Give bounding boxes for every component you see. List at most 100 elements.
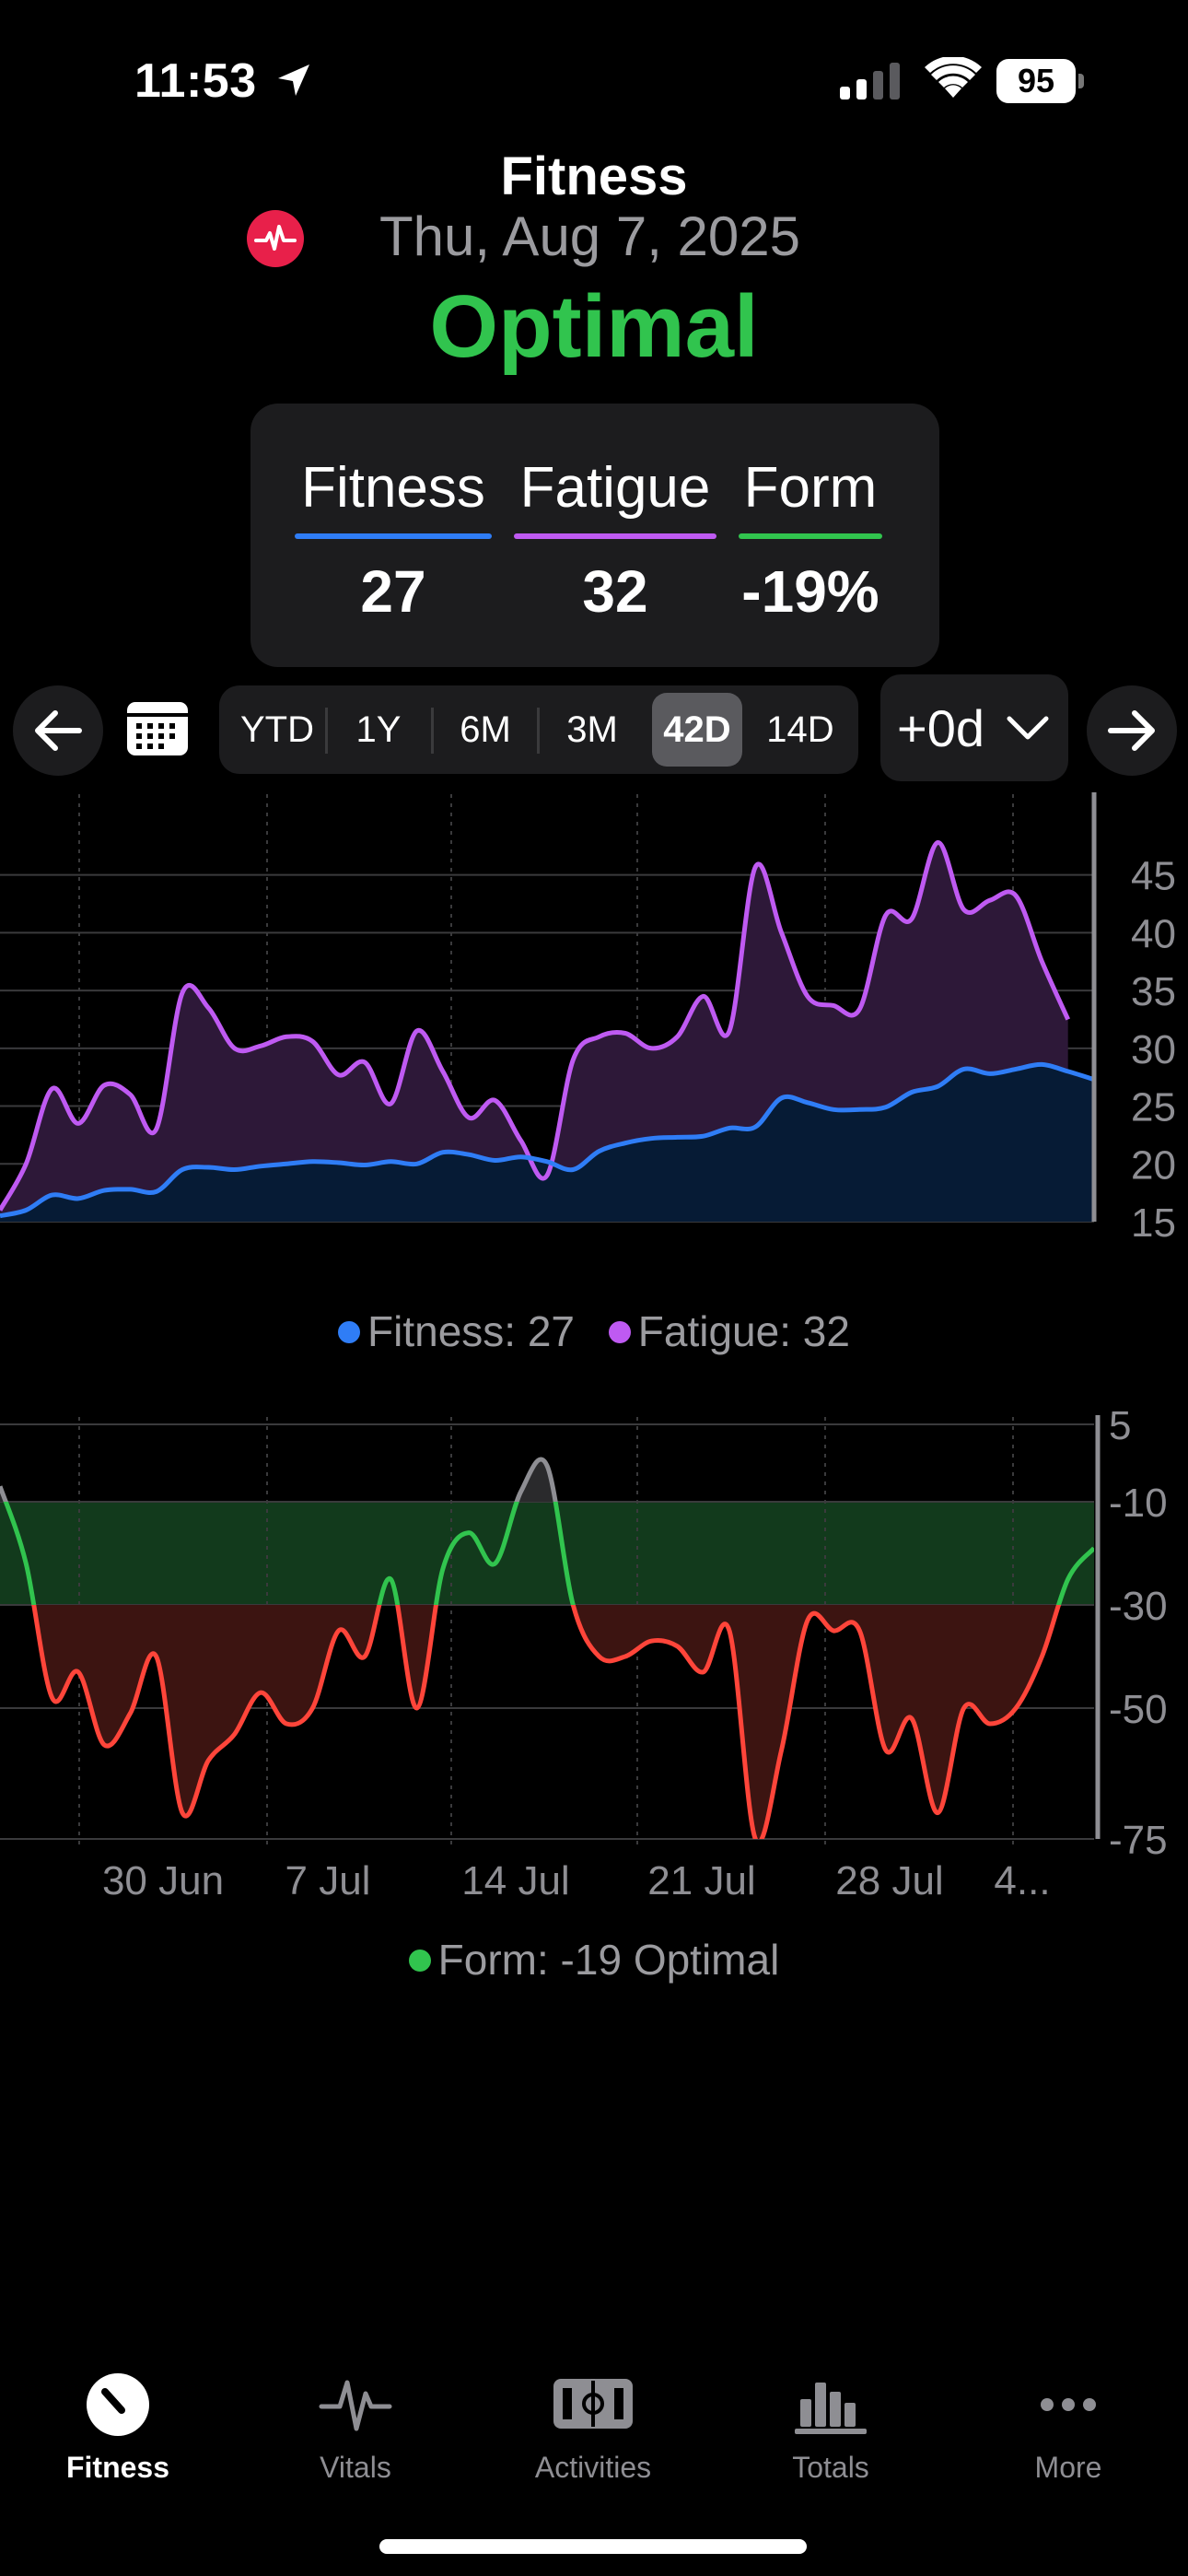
y-tick-label: 40	[1131, 911, 1176, 956]
x-tick-label: 21 Jul	[647, 1243, 755, 1244]
range-segmented-control: YTD 1Y 6M 3M 42D 14D	[219, 685, 858, 774]
x-tick-label: 14 Jul	[461, 1243, 569, 1244]
range-42d[interactable]: 42D	[652, 693, 742, 767]
home-indicator	[379, 2539, 807, 2554]
metric-value: 27	[360, 558, 426, 625]
y-tick-label: 45	[1131, 854, 1176, 899]
legend-dot	[608, 1320, 631, 1343]
form-legend: Form: -19 Optimal	[0, 1935, 1188, 1985]
battery-level: 95	[996, 59, 1076, 103]
waveform-icon	[319, 2380, 392, 2431]
heart-pulse-icon[interactable]	[247, 210, 304, 267]
previous-button[interactable]	[13, 685, 103, 776]
tab-label: More	[1034, 2451, 1102, 2484]
metric-label: Form	[743, 456, 878, 520]
tab-label: Vitals	[320, 2451, 391, 2484]
battery-indicator: 95	[996, 59, 1085, 103]
legend-form: Form: -19 Optimal	[408, 1936, 780, 1984]
y-tick-label: 25	[1131, 1085, 1176, 1130]
wifi-icon	[925, 57, 982, 98]
x-tick-label: 28 Jul	[835, 1243, 943, 1244]
metric-form: Form -19%	[739, 455, 882, 626]
segment-divider	[537, 708, 540, 754]
y-tick-label: 15	[1131, 1200, 1176, 1244]
segment-divider	[325, 708, 328, 754]
x-tick-label: 30 Jun	[102, 1243, 224, 1244]
legend-dot	[338, 1320, 361, 1343]
segment-divider	[431, 708, 434, 754]
tab-vitals[interactable]: Vitals	[245, 2340, 466, 2485]
y-tick-label: -50	[1109, 1687, 1168, 1732]
offset-value: +0d	[897, 699, 984, 757]
metric-value: -19%	[741, 558, 879, 625]
metric-fatigue: Fatigue 32	[514, 455, 716, 626]
status-bar: 11:53 95	[0, 0, 1188, 157]
metrics-card: Fitness 27 Fatigue 32 Form -19%	[250, 404, 939, 667]
current-date: Thu, Aug 7, 2025	[379, 205, 801, 267]
y-tick-label: 35	[1131, 969, 1176, 1014]
y-tick-label: -30	[1109, 1584, 1168, 1629]
tab-label: Fitness	[65, 2451, 170, 2484]
field-icon	[553, 2379, 633, 2429]
x-tick-label: 14 Jul	[461, 1858, 569, 1903]
range-14d[interactable]: 14D	[766, 709, 834, 750]
fitness-fatigue-legend: Fitness: 27 Fatigue: 32	[0, 1306, 1188, 1356]
range-6m[interactable]: 6M	[460, 709, 511, 750]
arrow-left-icon	[35, 710, 82, 751]
fitness-area	[0, 1064, 1094, 1222]
arrow-right-icon	[1108, 710, 1155, 751]
metric-fitness: Fitness 27	[295, 455, 492, 626]
gauge-icon	[87, 2373, 149, 2436]
form-chart: 5 -10 -30 -50 -75 30 Jun 7 Jul 14 Jul 21 Jul 28 J…	[0, 1406, 1168, 1903]
tab-label: Totals	[792, 2451, 869, 2484]
metric-label: Fatigue	[519, 456, 711, 520]
legend-dot	[408, 1949, 431, 1972]
metric-value: 32	[582, 558, 648, 625]
metric-color-bar	[739, 533, 882, 539]
tab-fitness[interactable]: Fitness	[7, 2340, 228, 2485]
y-tick-label: -10	[1109, 1481, 1168, 1526]
x-tick-label: 7 Jul	[285, 1243, 371, 1244]
legend-fatigue: Fatigue: 32	[608, 1307, 850, 1355]
y-tick-label: 5	[1109, 1406, 1131, 1448]
cellular-signal-icon	[840, 63, 900, 100]
range-1y[interactable]: 1Y	[355, 709, 402, 750]
y-tick-label: 30	[1131, 1027, 1176, 1072]
tab-activities[interactable]: Activities	[483, 2340, 704, 2485]
y-tick-label: 20	[1131, 1142, 1176, 1188]
fitness-fatigue-chart: 15 20 25 30 35 40 45 30 Jun 7 Jul 14 Jul 21 Jul 28 …	[0, 792, 1176, 1244]
metric-color-bar	[295, 533, 492, 539]
fitness-line	[0, 1061, 1095, 1219]
x-tick-label: 4...	[994, 1858, 1050, 1903]
form-line-high-risk	[31, 1605, 1062, 1839]
legend-form-text: Form: -19 Optimal	[437, 1936, 780, 1984]
legend-fitness: Fitness: 27	[338, 1307, 575, 1355]
x-tick-label: 30 Jun	[102, 1858, 224, 1903]
y-tick-label: -75	[1109, 1818, 1168, 1863]
metric-label: Fitness	[301, 456, 485, 520]
optimal-zone	[0, 1502, 1094, 1605]
high-risk-fill	[0, 1605, 1094, 1839]
range-ytd[interactable]: YTD	[240, 709, 314, 750]
x-tick-label: 4...	[994, 1243, 1050, 1244]
next-button[interactable]	[1087, 685, 1177, 776]
x-tick-label: 21 Jul	[647, 1858, 755, 1903]
day-offset-dropdown[interactable]: +0d	[880, 674, 1068, 781]
ellipsis-icon	[1041, 2398, 1096, 2411]
tab-label: Activities	[534, 2451, 652, 2484]
form-line-transition	[0, 1457, 558, 1502]
form-state: Optimal	[429, 277, 759, 376]
tab-totals[interactable]: Totals	[720, 2340, 941, 2485]
fatigue-line	[0, 840, 1070, 1212]
calendar-button[interactable]	[125, 700, 190, 757]
legend-fatigue-text: Fatigue: 32	[637, 1307, 850, 1355]
legend-fitness-text: Fitness: 27	[367, 1307, 576, 1355]
status-time: 11:53	[134, 54, 257, 108]
location-arrow-icon	[278, 64, 309, 96]
tab-more[interactable]: More	[958, 2340, 1179, 2485]
tab-bar: Fitness Vitals Activities Totals Mor	[0, 2340, 1188, 2524]
x-tick-label: 7 Jul	[285, 1858, 371, 1903]
page-title: Fitness	[500, 146, 688, 206]
range-3m[interactable]: 3M	[566, 709, 618, 750]
chevron-down-icon	[1007, 716, 1049, 740]
